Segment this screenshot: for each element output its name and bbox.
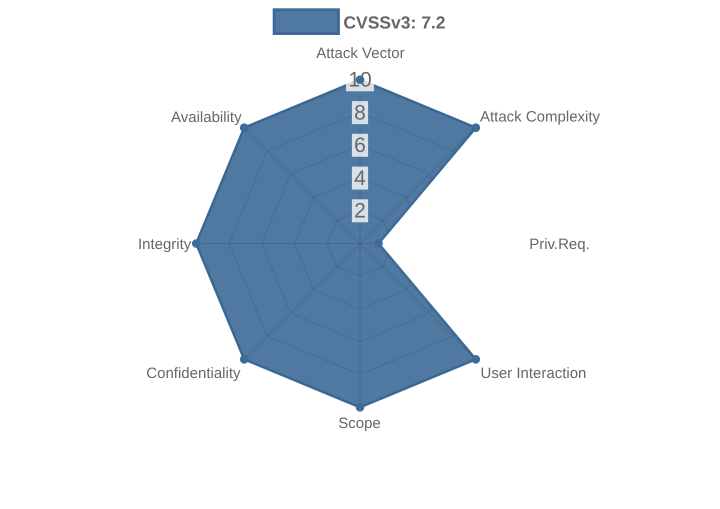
svg-text:Scope: Scope [338, 415, 381, 432]
svg-text:4: 4 [354, 167, 366, 190]
svg-text:6: 6 [354, 134, 366, 157]
svg-text:Priv.Req.: Priv.Req. [529, 236, 590, 253]
svg-text:Attack Complexity: Attack Complexity [480, 109, 601, 126]
svg-text:CVSSv3: 7.2: CVSSv3: 7.2 [343, 12, 445, 32]
svg-text:Confidentiality: Confidentiality [146, 365, 241, 382]
svg-text:Integrity: Integrity [138, 236, 192, 253]
svg-text:8: 8 [354, 102, 366, 125]
svg-text:User Interaction: User Interaction [481, 365, 587, 382]
svg-text:Availability: Availability [171, 109, 242, 126]
svg-text:Attack Vector: Attack Vector [316, 45, 404, 62]
svg-text:2: 2 [354, 200, 366, 223]
